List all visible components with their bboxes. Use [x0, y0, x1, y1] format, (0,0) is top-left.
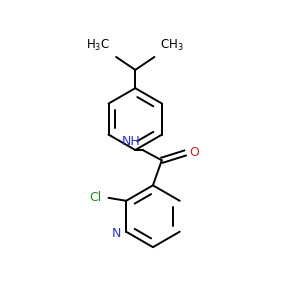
Text: CH$_3$: CH$_3$: [160, 38, 184, 53]
Text: N: N: [112, 227, 121, 240]
Text: Cl: Cl: [89, 191, 101, 204]
Text: O: O: [189, 146, 199, 159]
Text: NH: NH: [122, 135, 140, 148]
Text: H$_3$C: H$_3$C: [86, 38, 110, 53]
